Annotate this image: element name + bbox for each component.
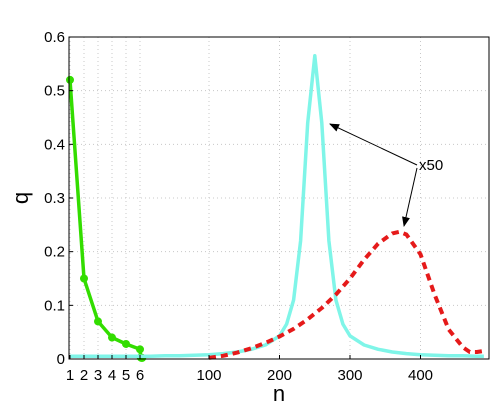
annotation: x50 xyxy=(329,123,443,227)
y-tick-label: 0 xyxy=(57,351,65,368)
series-line-3 xyxy=(208,229,485,360)
arrow-to-cyan-peak xyxy=(329,123,418,166)
data-point xyxy=(122,339,130,348)
y-tick-label: 0.1 xyxy=(44,297,65,314)
y-tick-label: 0.2 xyxy=(44,244,65,261)
y-tick-label: 0.6 xyxy=(44,29,65,46)
data-point xyxy=(80,274,88,283)
x-tick-label: 200 xyxy=(267,367,292,384)
y-axis-label: q xyxy=(8,192,33,204)
y-tick-label: 0.5 xyxy=(44,83,65,100)
x-tick-label: 100 xyxy=(196,367,221,384)
series-line-2 xyxy=(70,54,484,359)
x-tick-label: 2 xyxy=(80,367,88,384)
series-layer xyxy=(66,54,485,362)
annotation-text: x50 xyxy=(419,157,443,174)
y-tick-label: 0.4 xyxy=(44,136,65,153)
x-tick-label: 6 xyxy=(136,367,144,384)
arrow-to-red-peak xyxy=(402,167,418,227)
ticks: 1 2 3 4 5 6 100 200 300 400 0 0.1 0.2 0.3 0.4 0.5 0.6 xyxy=(44,29,433,384)
data-point xyxy=(66,75,74,84)
x-tick-label: 300 xyxy=(337,367,362,384)
x-tick-label: 5 xyxy=(122,367,130,384)
y-tick-label: 0.3 xyxy=(44,190,65,207)
x-axis-label: n xyxy=(273,381,285,406)
data-point xyxy=(94,317,102,326)
data-point xyxy=(136,345,144,354)
x-tick-label: 1 xyxy=(66,367,74,384)
x-tick-label: 4 xyxy=(108,367,116,384)
x-tick-label: 3 xyxy=(94,367,102,384)
x-tick-label: 400 xyxy=(408,367,433,384)
data-point xyxy=(108,333,116,342)
